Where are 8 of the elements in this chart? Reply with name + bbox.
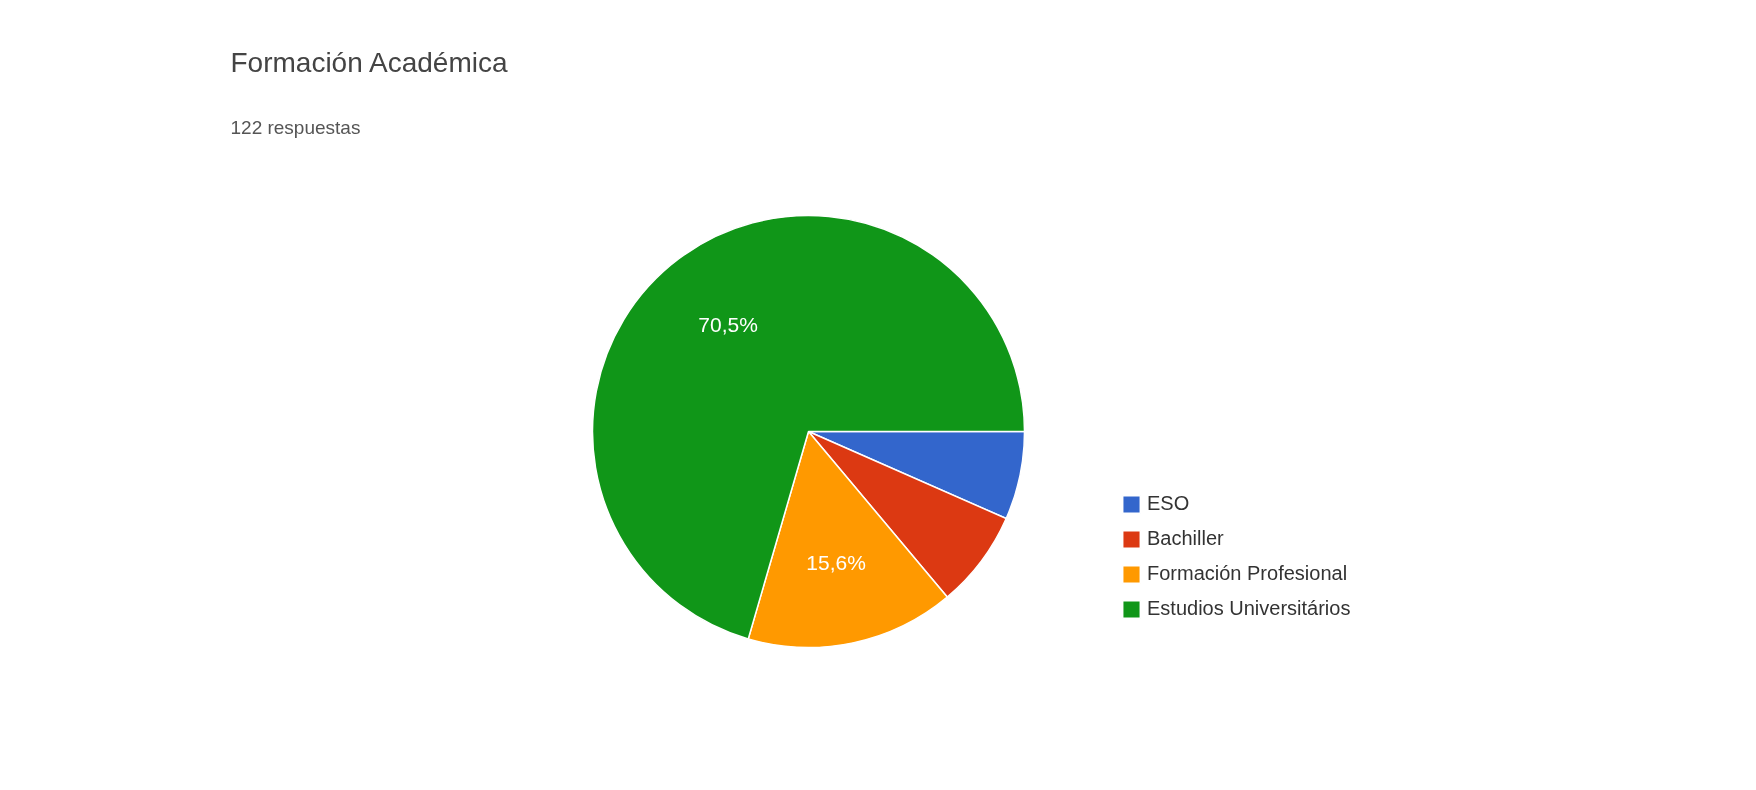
legend-label: Formación Profesional — [1147, 562, 1348, 585]
legend-label: ESO — [1147, 492, 1190, 515]
data-label: 70,5% — [698, 312, 758, 336]
legend-label: Bachiller — [1147, 527, 1224, 550]
chart-title: Formación Académica — [230, 47, 508, 78]
data-label: 15,6% — [806, 551, 866, 575]
legend-label: Estudios Universitários — [1147, 597, 1351, 620]
text: 122 respuestas — [230, 117, 361, 138]
